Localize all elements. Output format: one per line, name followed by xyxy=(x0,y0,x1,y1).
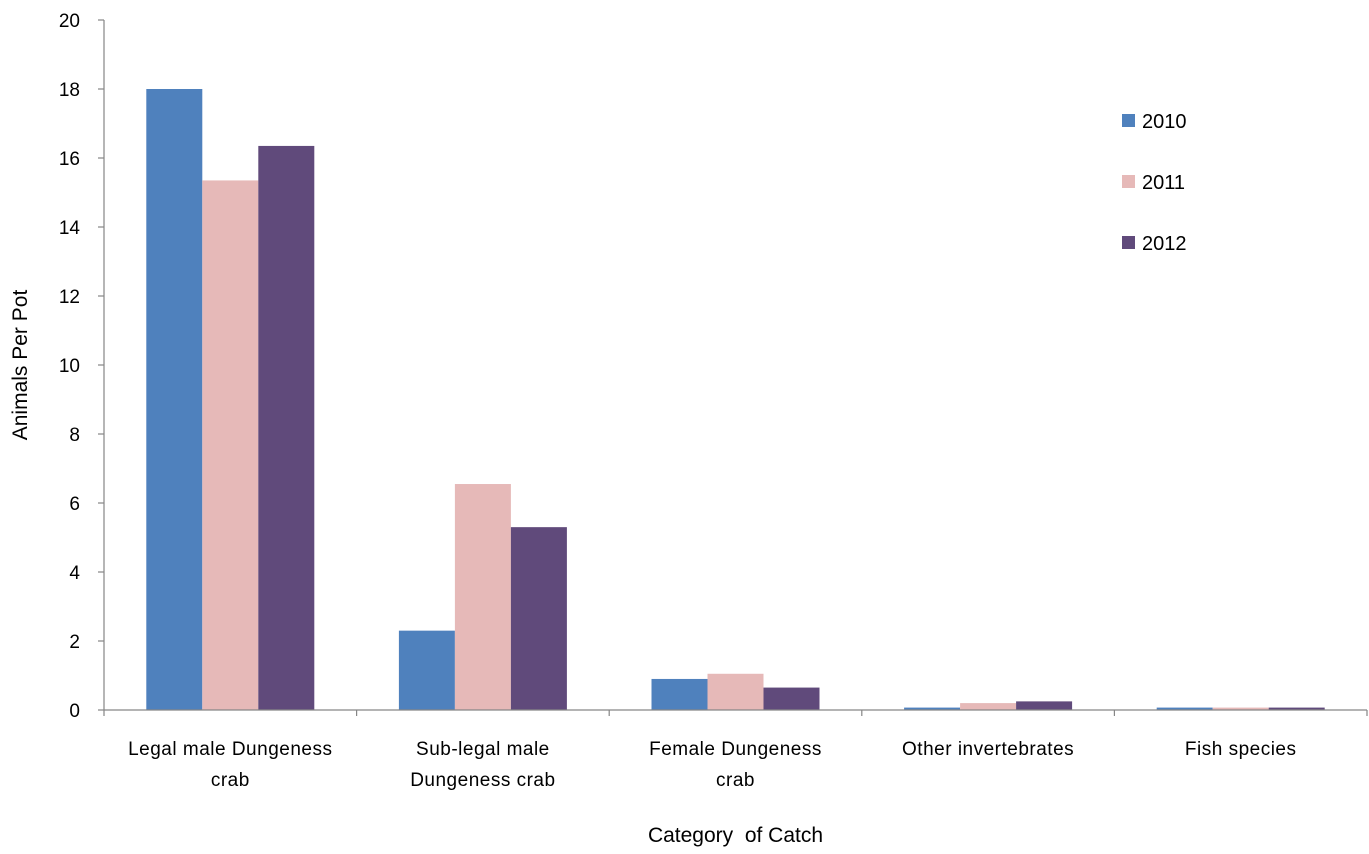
y-tick-label: 12 xyxy=(59,287,80,308)
bar-2010-1 xyxy=(398,630,455,710)
legend: 2010 2011 2012 xyxy=(1122,111,1187,255)
x-category-label-line: Female Dungeness xyxy=(649,739,822,760)
legend-swatch-2010 xyxy=(1122,114,1135,127)
y-axis-title: Animals Per Pot xyxy=(9,290,32,441)
y-tick-label: 16 xyxy=(59,149,80,170)
x-category-label-line: crab xyxy=(716,770,755,791)
x-category-label: Sub-legal male Dungeness crab xyxy=(410,739,555,791)
bar-2010-3 xyxy=(904,707,961,710)
bar-2012-0 xyxy=(258,145,315,711)
x-category-label: Legal male Dungeness crab xyxy=(128,739,332,791)
bar-2011-1 xyxy=(454,484,511,710)
bar-2010-0 xyxy=(146,89,203,710)
legend-label-2012: 2012 xyxy=(1142,233,1187,255)
bar-2012-1 xyxy=(510,527,567,710)
y-tick-label: 14 xyxy=(59,218,81,239)
legend-swatch-2012 xyxy=(1122,236,1135,249)
bar-2012-4 xyxy=(1268,707,1325,710)
x-category-label-line: Fish species xyxy=(1185,739,1297,760)
x-axis-categories: Legal male Dungeness crab Sub-legal male Du… xyxy=(103,710,1368,791)
x-category-label: Female Dungeness crab xyxy=(649,739,822,791)
x-category-label: Fish species xyxy=(1185,739,1297,760)
y-tick-label: 4 xyxy=(69,563,80,584)
y-tick-label: 0 xyxy=(69,701,80,722)
bar-2012-2 xyxy=(763,687,820,710)
x-category-label: Other invertebrates xyxy=(902,739,1074,760)
legend-label-2011: 2011 xyxy=(1142,172,1185,194)
bar-2010-4 xyxy=(1156,707,1213,710)
x-category-label-line: Other invertebrates xyxy=(902,739,1074,760)
y-tick-label: 10 xyxy=(59,356,80,377)
y-tick-label: 2 xyxy=(69,632,80,653)
y-tick-label: 20 xyxy=(59,11,80,32)
x-axis-title: Category of Catch xyxy=(648,824,823,847)
bar-2010-2 xyxy=(651,678,708,710)
legend-swatch-2011 xyxy=(1122,175,1135,188)
bar-2011-3 xyxy=(960,703,1017,710)
bar-2011-4 xyxy=(1212,707,1269,710)
bars xyxy=(146,89,1325,711)
y-tick-label: 6 xyxy=(69,494,80,515)
x-category-label-line: Sub-legal male xyxy=(416,739,550,760)
x-category-label-line: Dungeness crab xyxy=(410,770,555,791)
x-category-label-line: crab xyxy=(211,770,250,791)
bar-2012-3 xyxy=(1016,701,1073,710)
y-axis-ticks: 0 2 4 6 8 10 12 14 16 18 20 xyxy=(59,11,104,722)
bar-2011-0 xyxy=(202,180,259,711)
legend-label-2010: 2010 xyxy=(1142,111,1187,133)
bar-2011-2 xyxy=(707,673,764,710)
y-tick-label: 8 xyxy=(69,425,80,446)
x-category-label-line: Legal male Dungeness xyxy=(128,739,332,760)
y-tick-label: 18 xyxy=(59,80,80,101)
